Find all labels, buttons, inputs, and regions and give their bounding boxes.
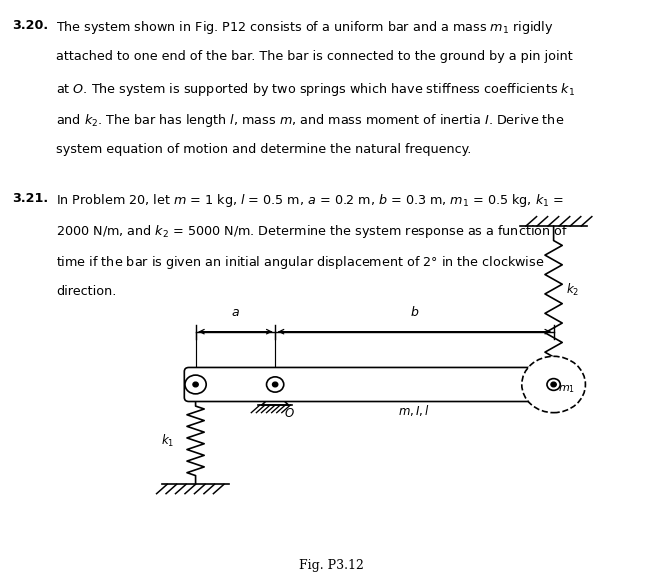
Text: $b$: $b$ <box>410 305 419 319</box>
Circle shape <box>193 382 198 387</box>
Text: In Problem 20, let $m$ = 1 kg, $l$ = 0.5 m, $a$ = 0.2 m, $b$ = 0.3 m, $m_1$ = 0.: In Problem 20, let $m$ = 1 kg, $l$ = 0.5… <box>56 192 564 209</box>
Circle shape <box>272 382 278 387</box>
Text: $m_1$: $m_1$ <box>558 383 575 395</box>
Text: $a$: $a$ <box>231 306 240 319</box>
Circle shape <box>185 375 206 394</box>
Text: at $O$. The system is supported by two springs which have stiffness coefficients: at $O$. The system is supported by two s… <box>56 81 575 98</box>
Text: $k_1$: $k_1$ <box>161 433 174 449</box>
Text: and $k_2$. The bar has length $l$, mass $m$, and mass moment of inertia $I$. Der: and $k_2$. The bar has length $l$, mass … <box>56 112 565 129</box>
Text: 3.21.: 3.21. <box>12 192 48 205</box>
Text: $k_2$: $k_2$ <box>566 282 579 298</box>
Circle shape <box>551 382 556 387</box>
Text: $O$: $O$ <box>284 407 295 420</box>
Text: $m, I, l$: $m, I, l$ <box>398 403 430 419</box>
Text: system equation of motion and determine the natural frequency.: system equation of motion and determine … <box>56 143 472 156</box>
Circle shape <box>547 379 560 390</box>
Text: The system shown in Fig. P12 consists of a uniform bar and a mass $m_1$ rigidly: The system shown in Fig. P12 consists of… <box>56 19 554 36</box>
Text: time if the bar is given an initial angular displacement of 2$\degree$ in the cl: time if the bar is given an initial angu… <box>56 254 545 271</box>
FancyBboxPatch shape <box>184 367 558 402</box>
Text: Fig. P3.12: Fig. P3.12 <box>299 559 364 572</box>
Text: 3.20.: 3.20. <box>12 19 48 32</box>
Circle shape <box>522 356 585 413</box>
Text: attached to one end of the bar. The bar is connected to the ground by a pin join: attached to one end of the bar. The bar … <box>56 50 573 63</box>
Text: 2000 N/m, and $k_2$ = 5000 N/m. Determine the system response as a function of: 2000 N/m, and $k_2$ = 5000 N/m. Determin… <box>56 223 568 240</box>
Text: direction.: direction. <box>56 285 117 298</box>
